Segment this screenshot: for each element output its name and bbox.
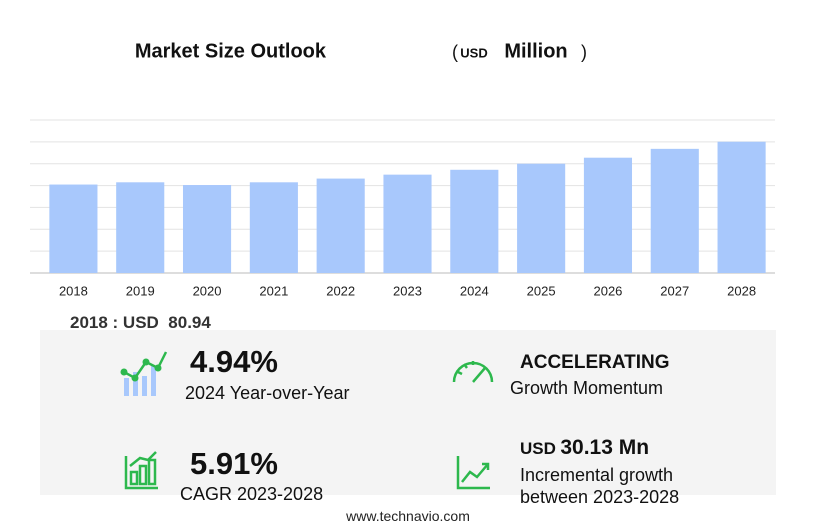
footer: www.technavio.com (346, 508, 470, 524)
unit-currency: USD (460, 45, 487, 60)
cagr-icon (124, 451, 158, 490)
bar (583, 157, 633, 273)
stat-currency: USD (520, 439, 556, 458)
stat-label: between 2023-2028 (520, 487, 680, 507)
chart-title: Market Size Outlook (135, 40, 327, 62)
x-tick-label: 2023 (393, 283, 422, 298)
x-tick-label: 2020 (193, 283, 222, 298)
stat-label: CAGR 2023-2028 (180, 484, 324, 504)
incremental-icon (456, 456, 490, 490)
bar (450, 169, 499, 273)
bar (116, 182, 165, 273)
yoy-icon (120, 351, 168, 396)
bar (316, 178, 365, 273)
x-tick-label: 2022 (326, 283, 355, 298)
x-tick-label: 2028 (727, 283, 756, 298)
highlight-value: 80.94 (168, 313, 211, 332)
x-tick-label: 2027 (660, 283, 689, 298)
stat-value: 5.91% (190, 446, 278, 481)
stat-value: USD 30.13 Mn (520, 436, 649, 460)
x-tick-label: 2019 (126, 283, 155, 298)
stat-label: Incremental growth (520, 465, 674, 485)
unit-paren: ( (452, 42, 458, 62)
bar (517, 163, 566, 273)
bar (49, 184, 98, 273)
bar (383, 174, 432, 273)
stat-label: Growth Momentum (510, 378, 664, 398)
stat-label: 2024 Year-over-Year (185, 383, 350, 403)
x-tick-label: 2025 (527, 283, 556, 298)
momentum-icon (452, 361, 494, 383)
x-tick-label: 2018 (59, 283, 88, 298)
highlight: 2018 : USD 80.94 (70, 313, 211, 333)
bar (717, 141, 766, 273)
stat-value: 4.94% (190, 344, 278, 379)
highlight-label: 2018 : USD (70, 313, 159, 332)
bar (650, 148, 699, 273)
x-tick-label: 2021 (259, 283, 288, 298)
x-tick-label: 2026 (593, 283, 622, 298)
stat-value: ACCELERATING (520, 352, 670, 373)
stat-amount: 30.13 Mn (560, 436, 650, 459)
unit-paren: ) (581, 42, 587, 62)
unit-name: Million (504, 40, 567, 62)
x-tick-label: 2024 (460, 283, 489, 298)
bar (182, 185, 232, 273)
bar (249, 182, 298, 273)
